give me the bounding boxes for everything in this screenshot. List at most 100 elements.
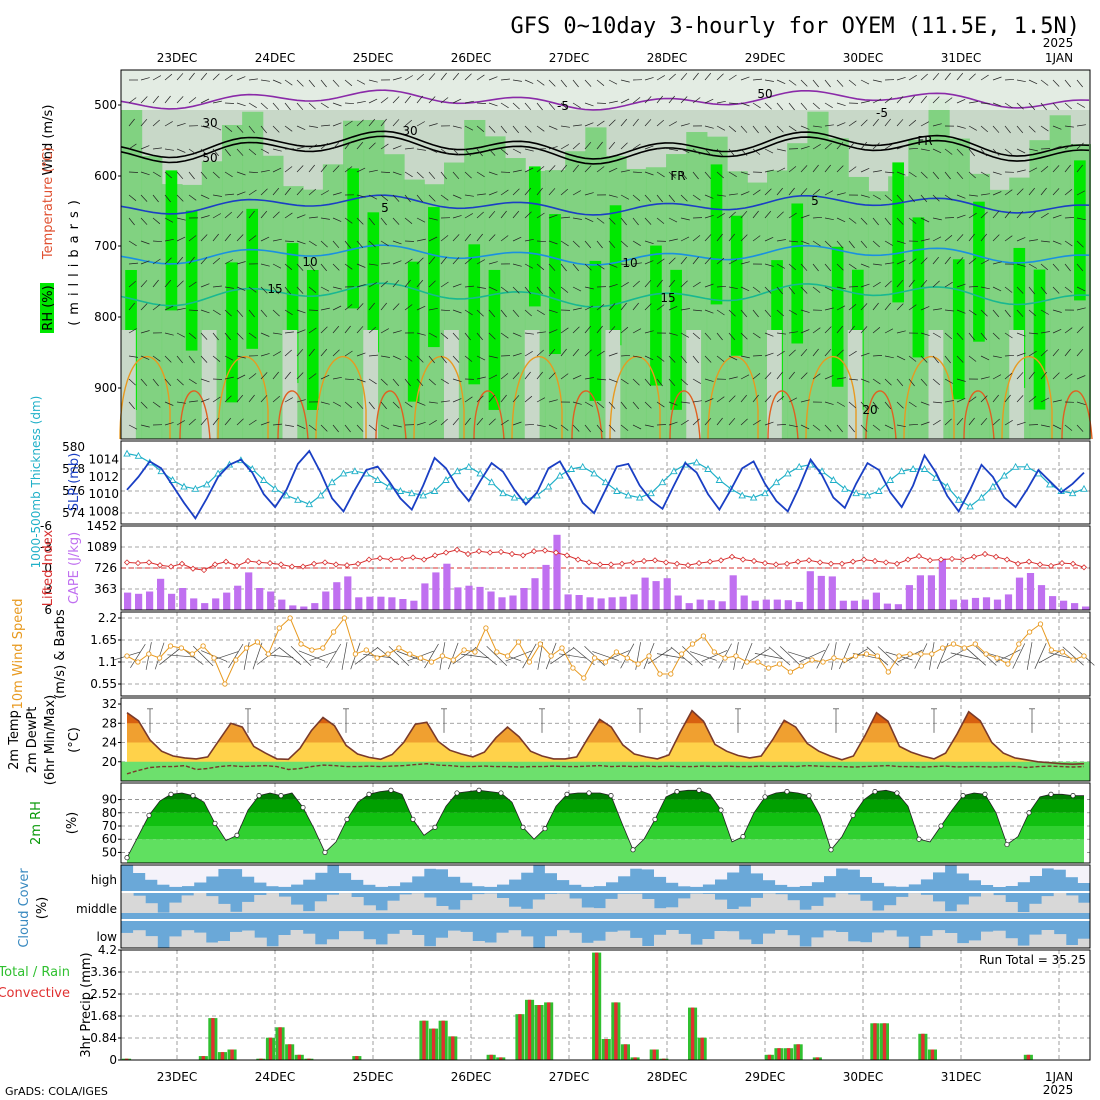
wind-barb [284, 349, 292, 357]
cape-bar [619, 596, 627, 610]
wind-speed-point [983, 651, 989, 657]
wind-barb [512, 169, 522, 173]
wind-barb [404, 147, 414, 150]
wind-barb [1016, 188, 1024, 196]
wind-barb [236, 394, 244, 403]
wind-barb [872, 302, 879, 311]
wind-barb [860, 352, 870, 357]
high-cloud-gap [1053, 865, 1067, 870]
wind-barb [500, 332, 509, 339]
wind-barb [332, 79, 340, 87]
wind-barb [500, 286, 509, 293]
wind-barb [428, 355, 435, 364]
wind-barb [680, 148, 690, 154]
wind-barb [836, 165, 844, 173]
wind-barb [620, 354, 631, 357]
lifted-index-point [343, 562, 351, 569]
wind-barb [1028, 263, 1037, 269]
cloud-level-label: middle [76, 902, 117, 916]
ylabel-2m-temp: 2m Temp [7, 710, 22, 770]
wind-barb [776, 309, 784, 317]
wind-barb [992, 332, 1000, 340]
wind-barb [956, 234, 964, 242]
rh-fill-low [201, 330, 217, 439]
wind-barb [860, 194, 870, 198]
wind-speed-point [559, 645, 565, 651]
wind-barb [176, 148, 186, 153]
wind-barb [200, 215, 210, 219]
wind-barb [596, 263, 605, 270]
thickness-point [1046, 480, 1054, 488]
wind-barb [860, 326, 868, 334]
wind-barb [252, 642, 263, 670]
wind-barb [632, 328, 642, 334]
wind-barb [488, 234, 496, 242]
wind-barb [692, 400, 702, 403]
wind-barb [188, 378, 197, 385]
wind-barb [824, 286, 834, 292]
low-cloud-gap [133, 930, 146, 948]
rh-fill-high [185, 210, 198, 351]
wind-barb [380, 401, 387, 410]
wind-barb [992, 210, 1000, 219]
wind-barb [152, 95, 159, 104]
wind-barb [620, 424, 629, 431]
cape-bar [553, 534, 561, 610]
wind-barb [296, 102, 304, 111]
wind-barb [188, 72, 195, 81]
high-cloud-gap [617, 865, 631, 877]
wind-speed-point [733, 653, 739, 659]
wind-barb [326, 643, 342, 669]
wind-barb [560, 240, 569, 247]
rh-fill-mid [565, 151, 587, 439]
wind-barb [824, 401, 834, 405]
wind-barb [200, 148, 208, 156]
precip-convective-bar [652, 1049, 656, 1060]
low-cloud-gap [944, 933, 958, 948]
wind-barb [596, 141, 603, 150]
wind-barb [716, 73, 724, 81]
wind-barb [212, 309, 221, 316]
wind-barb [968, 212, 977, 219]
thickness-point [829, 476, 838, 483]
lifted-index-point [123, 559, 131, 566]
mid-cloud-gap [423, 897, 437, 913]
precip-convective-bar [527, 999, 532, 1060]
wind-speed-point [820, 659, 826, 665]
low-cloud-gap [181, 930, 195, 948]
wind-barb [524, 148, 534, 152]
wind-barb [848, 79, 857, 86]
thickness-point [476, 469, 484, 477]
wind-barb [752, 419, 761, 426]
wind-barb [464, 396, 473, 403]
wind-barb [176, 96, 184, 104]
wind-barb [260, 236, 270, 242]
low-cloud-gap [508, 930, 522, 948]
tick-label: 50 [102, 845, 117, 859]
wind-barb [956, 194, 966, 199]
wind-barb [764, 188, 772, 196]
wind-barb [836, 325, 843, 334]
low-cloud-gap [435, 937, 449, 948]
wind-speed-point [189, 651, 195, 657]
wind-barb [308, 164, 315, 173]
tick-label: 600 [94, 169, 117, 183]
wind-barb [308, 424, 317, 431]
wind-barb [620, 169, 630, 173]
rh-fill-high [286, 243, 299, 384]
wind-barb [572, 348, 580, 357]
high-cloud-gap [641, 865, 655, 870]
wind-barb [584, 305, 594, 311]
wind-barb [572, 240, 580, 248]
wind-barb [1076, 286, 1086, 292]
wind-barb [941, 648, 966, 664]
wind-barb [140, 217, 148, 225]
wind-barb [392, 77, 402, 81]
wind-barb [548, 125, 558, 130]
wind-barb [368, 302, 375, 311]
wind-barb [380, 280, 388, 288]
wind-barb [956, 125, 966, 129]
wind-barb [380, 240, 389, 247]
wind-barb [812, 144, 821, 150]
wind-barb [344, 401, 353, 409]
